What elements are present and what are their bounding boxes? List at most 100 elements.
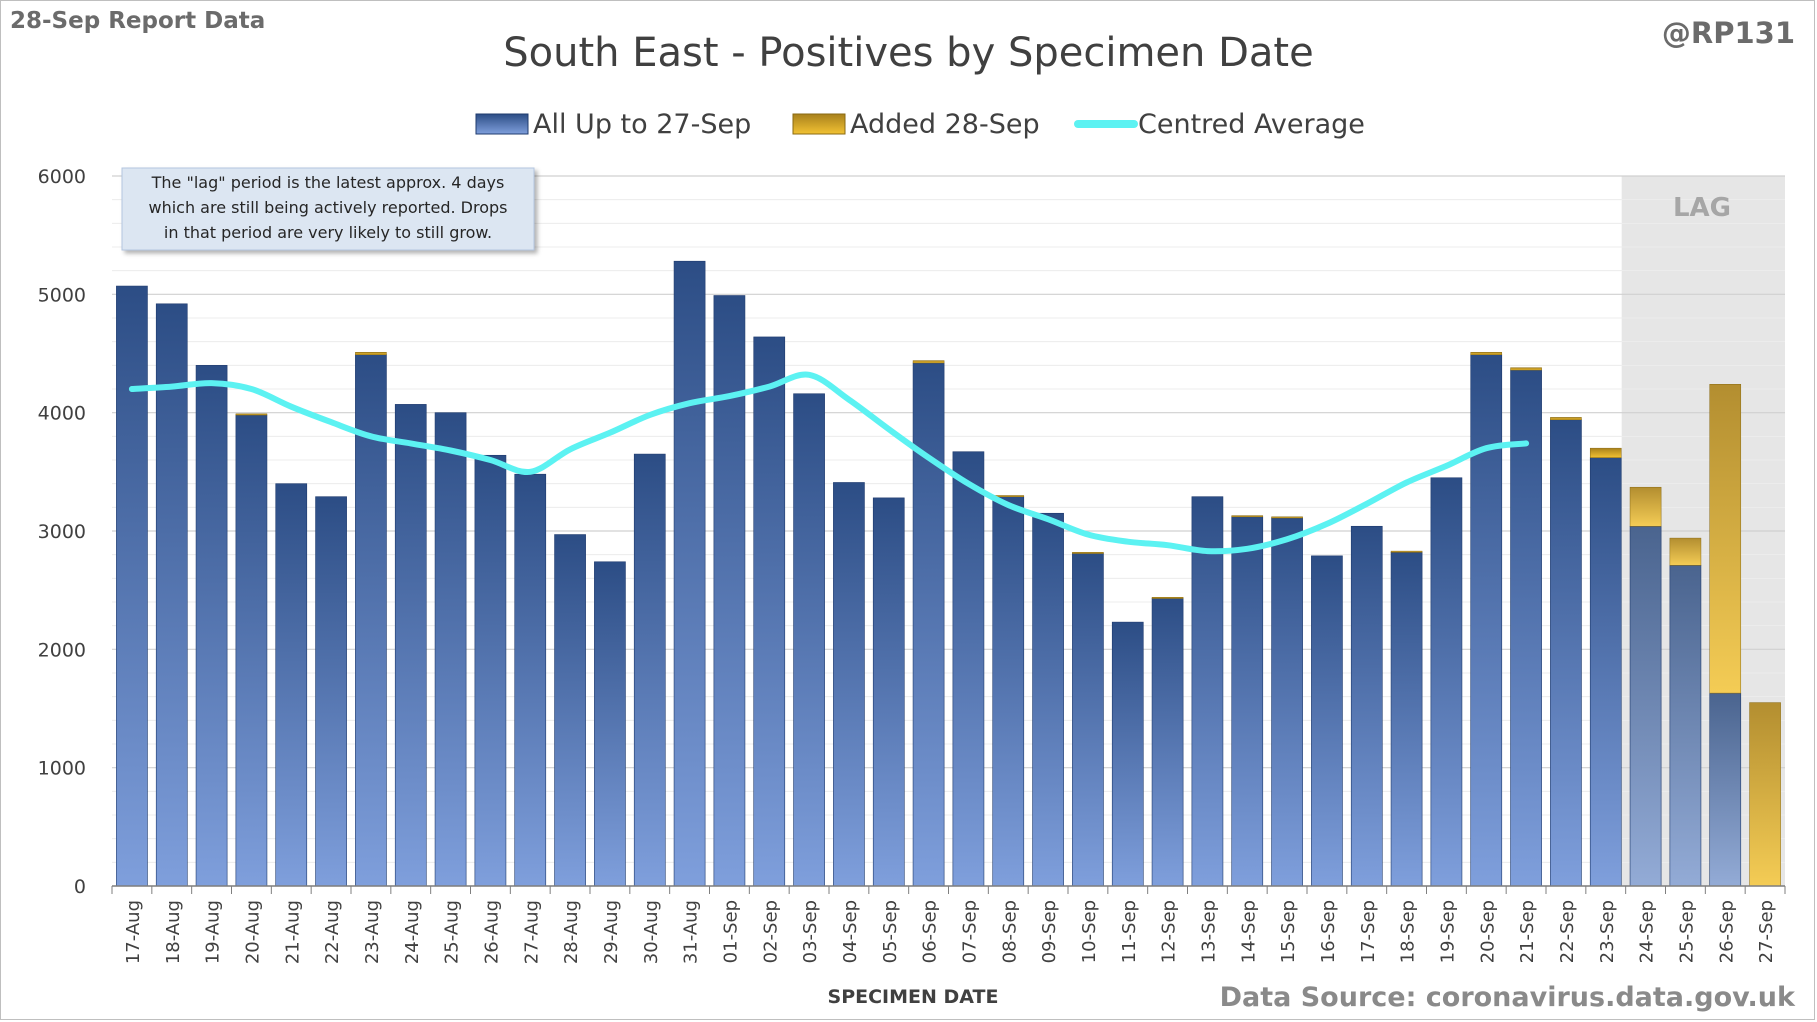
bar-all-24-Sep	[1629, 525, 1662, 887]
bar-all-11-Sep	[1111, 621, 1144, 887]
bar-all-31-Aug	[673, 260, 706, 887]
bar-all-24-Aug	[394, 404, 427, 887]
bar-all-26-Aug	[474, 454, 507, 887]
x-tick-label: 24-Sep	[1637, 900, 1658, 963]
legend: All Up to 27-Sep Added 28-Sep Centred Av…	[475, 109, 1365, 140]
x-tick-label: 16-Sep	[1318, 900, 1339, 963]
x-tick-label: 11-Sep	[1119, 900, 1140, 963]
bar-all-17-Aug	[116, 285, 148, 887]
x-tick-label: 22-Aug	[322, 900, 343, 964]
annotation-line-3: in that period are very likely to still …	[164, 223, 492, 242]
data-source-label: Data Source: coronavirus.data.gov.uk	[1219, 982, 1795, 1013]
bar-all-28-Aug	[554, 534, 586, 887]
x-tick-label: 29-Aug	[601, 900, 622, 964]
x-tick-label: 20-Aug	[242, 900, 263, 964]
bar-added-14-Sep	[1231, 515, 1264, 518]
x-tick-label: 05-Sep	[880, 900, 901, 963]
x-tick-label: 14-Sep	[1238, 900, 1259, 963]
x-tick-label: 26-Aug	[481, 900, 502, 964]
bar-all-19-Sep	[1430, 477, 1463, 887]
bar-all-04-Sep	[833, 482, 865, 887]
lag-label: LAG	[1673, 193, 1731, 223]
bar-all-01-Sep	[713, 295, 746, 887]
bar-all-16-Sep	[1311, 555, 1343, 887]
x-tick-label: 18-Aug	[163, 900, 184, 964]
x-tick-label: 19-Sep	[1437, 900, 1458, 963]
bar-all-22-Aug	[315, 496, 347, 887]
x-tick-label: 04-Sep	[840, 900, 861, 963]
bar-all-23-Sep	[1589, 457, 1622, 887]
bar-all-19-Aug	[195, 365, 228, 887]
x-tick-label: 15-Sep	[1278, 900, 1299, 963]
bar-added-22-Sep	[1550, 417, 1582, 421]
x-tick-label: 26-Sep	[1716, 900, 1737, 963]
bar-all-08-Sep	[992, 496, 1025, 887]
x-tick-label: 27-Sep	[1756, 900, 1777, 963]
gridlines	[112, 175, 1785, 887]
y-tick-label: 4000	[38, 403, 86, 425]
bar-added-24-Sep	[1629, 486, 1662, 527]
annotation-note: The "lag" period is the latest approx. 4…	[121, 167, 535, 251]
bar-added-15-Sep	[1271, 516, 1303, 519]
x-tick-label: 23-Sep	[1597, 900, 1618, 963]
annotation-line-1: The "lag" period is the latest approx. 4…	[151, 173, 505, 192]
bar-added-06-Sep	[912, 360, 945, 364]
x-tick-label: 31-Aug	[681, 900, 702, 964]
bar-added-23-Sep	[1589, 447, 1622, 458]
axes: 0 1000 2000 3000 4000 5000 6000 17-Aug 18-Aug 19-…	[38, 166, 1786, 964]
bar-added-26-Sep	[1709, 384, 1742, 694]
legend-swatch-added	[792, 113, 846, 135]
x-tick-label: 08-Sep	[999, 900, 1020, 963]
bar-all-20-Sep	[1470, 354, 1503, 887]
bar-all-25-Aug	[434, 412, 467, 887]
bar-all-27-Aug	[514, 473, 547, 887]
x-tick-label: 12-Sep	[1159, 900, 1180, 963]
bar-all-30-Aug	[633, 453, 666, 887]
annotation-line-2: which are still being actively reported.…	[148, 198, 507, 217]
bar-all-20-Aug	[235, 414, 268, 887]
bar-all-05-Sep	[872, 497, 905, 887]
legend-label-all: All Up to 27-Sep	[533, 109, 751, 140]
bar-added-25-Sep	[1669, 537, 1702, 566]
x-tick-label: 28-Aug	[561, 900, 582, 964]
report-date-label: 28-Sep Report Data	[10, 8, 266, 34]
centred-average-path	[128, 371, 1530, 555]
y-tick-label: 6000	[38, 166, 86, 188]
bar-all-21-Aug	[275, 483, 308, 887]
bar-all-15-Sep	[1271, 517, 1303, 887]
x-tick-label: 17-Aug	[123, 900, 144, 964]
bar-all-21-Sep	[1510, 369, 1542, 887]
y-tick-label: 0	[74, 876, 86, 898]
x-axis-title: SPECIMEN DATE	[828, 986, 999, 1008]
centred-average-line	[128, 371, 1530, 555]
bars	[116, 260, 1781, 887]
bar-all-10-Sep	[1072, 553, 1104, 887]
legend-label-added: Added 28-Sep	[850, 109, 1040, 140]
y-tick-label: 5000	[38, 284, 86, 306]
bar-added-23-Aug	[355, 352, 387, 355]
x-tick-label: 27-Aug	[521, 900, 542, 964]
bar-added-18-Sep	[1390, 550, 1423, 553]
x-tick-label: 02-Sep	[760, 900, 781, 963]
bar-added-10-Sep	[1072, 552, 1104, 554]
x-tick-label: 30-Aug	[641, 900, 662, 964]
legend-label-average: Centred Average	[1138, 109, 1365, 140]
bar-all-22-Sep	[1550, 419, 1582, 887]
bar-all-13-Sep	[1191, 496, 1224, 887]
y-tick-label: 1000	[38, 758, 86, 780]
bar-all-14-Sep	[1231, 516, 1264, 887]
x-tick-label: 01-Sep	[720, 900, 741, 963]
bar-added-21-Sep	[1510, 367, 1542, 371]
bar-added-20-Aug	[235, 413, 268, 416]
bar-all-02-Sep	[753, 336, 786, 887]
x-tick-label: 03-Sep	[800, 900, 821, 963]
bar-all-18-Sep	[1390, 551, 1423, 887]
x-tick-label: 25-Aug	[442, 900, 463, 964]
author-handle: @RP131	[1661, 16, 1795, 50]
bar-all-26-Sep	[1709, 692, 1742, 887]
bar-all-03-Sep	[793, 393, 825, 887]
bar-added-27-Sep	[1749, 702, 1781, 887]
x-tick-label: 24-Aug	[402, 900, 423, 964]
x-tick-label: 06-Sep	[920, 900, 941, 963]
